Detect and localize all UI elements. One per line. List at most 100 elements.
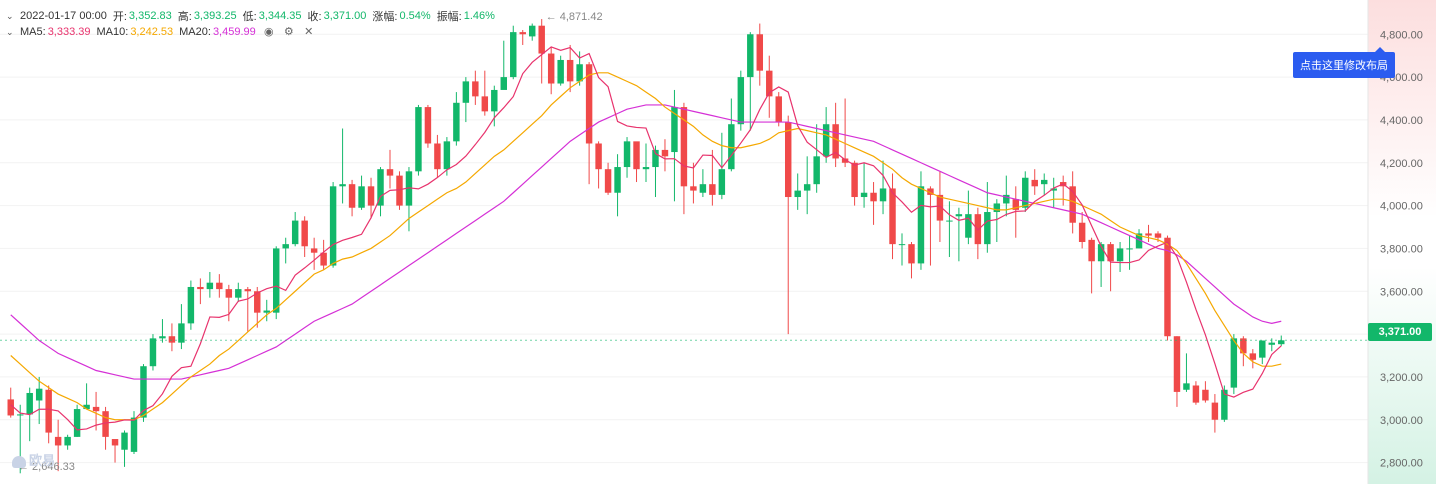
candle-body xyxy=(1173,336,1181,392)
candle xyxy=(946,201,953,257)
close-value: 3,371.00 xyxy=(323,10,367,22)
amplitude-value: 1.46% xyxy=(463,10,495,22)
candle-body xyxy=(301,220,308,247)
candle-body xyxy=(187,286,195,324)
logo-icon xyxy=(12,455,26,468)
candle-body xyxy=(709,184,716,195)
ma20-line xyxy=(10,104,1282,380)
high-label: 高: xyxy=(177,11,192,23)
ma5-value: 3,333.39 xyxy=(47,26,91,38)
candle-date: 2022-01-17 00:00 xyxy=(20,10,107,22)
candle xyxy=(377,167,384,217)
candle xyxy=(225,284,233,322)
candle xyxy=(595,141,602,189)
candle-body xyxy=(965,214,972,238)
candle xyxy=(803,156,811,215)
close-icon[interactable]: ✕ xyxy=(304,26,314,38)
candle-body xyxy=(984,212,991,245)
chevron-down-icon[interactable]: ⌄ xyxy=(6,10,14,21)
candle xyxy=(1240,336,1247,367)
candle xyxy=(557,55,564,86)
candle xyxy=(1173,336,1181,407)
candle-body xyxy=(1069,186,1076,223)
candle-body xyxy=(908,244,915,264)
candle xyxy=(64,434,71,450)
candle-body xyxy=(737,77,745,125)
ma10-value: 3,242.53 xyxy=(130,26,174,38)
candle xyxy=(92,391,100,431)
candle xyxy=(1107,242,1114,292)
gear-icon[interactable]: ⚙ xyxy=(283,26,294,38)
candle-body xyxy=(1145,233,1152,236)
y-tick-label: 2,800.00 xyxy=(1380,458,1423,470)
candle xyxy=(860,162,868,208)
candle-body xyxy=(1135,233,1143,249)
candle-body xyxy=(149,338,157,367)
layout-tooltip[interactable]: 点击这里修改布局 xyxy=(1293,47,1395,78)
candle xyxy=(585,62,593,185)
candle-body xyxy=(993,203,1001,213)
candle-body xyxy=(822,124,830,157)
candle xyxy=(1145,224,1152,242)
candle-body xyxy=(1164,237,1171,337)
ma20-label: MA20: xyxy=(179,26,211,38)
candle xyxy=(348,179,356,217)
candle xyxy=(756,23,764,86)
candle-body xyxy=(424,107,432,144)
candle-body xyxy=(1240,338,1247,354)
candle xyxy=(614,154,621,217)
max-price-marker: ← 4,871.42 xyxy=(546,11,603,23)
candle xyxy=(879,160,887,215)
candle-body xyxy=(1221,389,1228,420)
candle xyxy=(832,102,839,168)
candle xyxy=(386,149,394,189)
candle xyxy=(633,141,640,183)
ohlc-header: ⌄ 2022-01-17 00:00 开: 3,352.83 高: 3,393.25… xyxy=(6,8,501,40)
candle-body xyxy=(841,158,849,163)
min-price-marker: ← 2,646.33 xyxy=(18,461,75,473)
candle-body xyxy=(623,141,631,168)
candle xyxy=(481,70,489,116)
candle-body xyxy=(566,59,574,82)
candle xyxy=(576,51,583,86)
candle-body xyxy=(263,310,270,313)
candle-body xyxy=(197,286,204,290)
candle-body xyxy=(690,186,697,191)
candle-body xyxy=(917,186,925,264)
candle-body xyxy=(443,141,451,170)
candle-body xyxy=(178,323,185,343)
candle-body xyxy=(282,244,289,249)
candle-body xyxy=(377,169,384,206)
candle xyxy=(1183,353,1190,392)
candle-body xyxy=(813,156,820,185)
candle xyxy=(519,29,526,45)
candle xyxy=(472,70,479,105)
candle xyxy=(45,385,52,444)
candle xyxy=(1088,237,1095,294)
candle-body xyxy=(1211,402,1219,420)
candle-body xyxy=(348,184,356,208)
candle xyxy=(453,92,460,146)
candle xyxy=(1078,212,1086,249)
candle-body xyxy=(614,167,621,193)
candle xyxy=(766,55,773,118)
candle xyxy=(216,274,223,298)
ma5-label: MA5: xyxy=(20,26,46,38)
candle-body xyxy=(291,220,299,245)
candle xyxy=(1230,334,1238,395)
candle xyxy=(1040,173,1048,195)
candle xyxy=(1249,349,1257,369)
candle xyxy=(1069,171,1076,234)
eye-icon[interactable]: ◉ xyxy=(263,26,274,38)
candle-body xyxy=(83,404,90,410)
chevron-down-icon[interactable]: ⌄ xyxy=(6,26,14,37)
candle xyxy=(1116,242,1124,272)
candle-body xyxy=(54,436,62,446)
candle xyxy=(965,190,972,245)
y-tick-label: 4,800.00 xyxy=(1380,29,1423,41)
candle-body xyxy=(1078,222,1086,242)
watermark: 欧易 xyxy=(12,450,55,469)
candle xyxy=(491,85,498,127)
